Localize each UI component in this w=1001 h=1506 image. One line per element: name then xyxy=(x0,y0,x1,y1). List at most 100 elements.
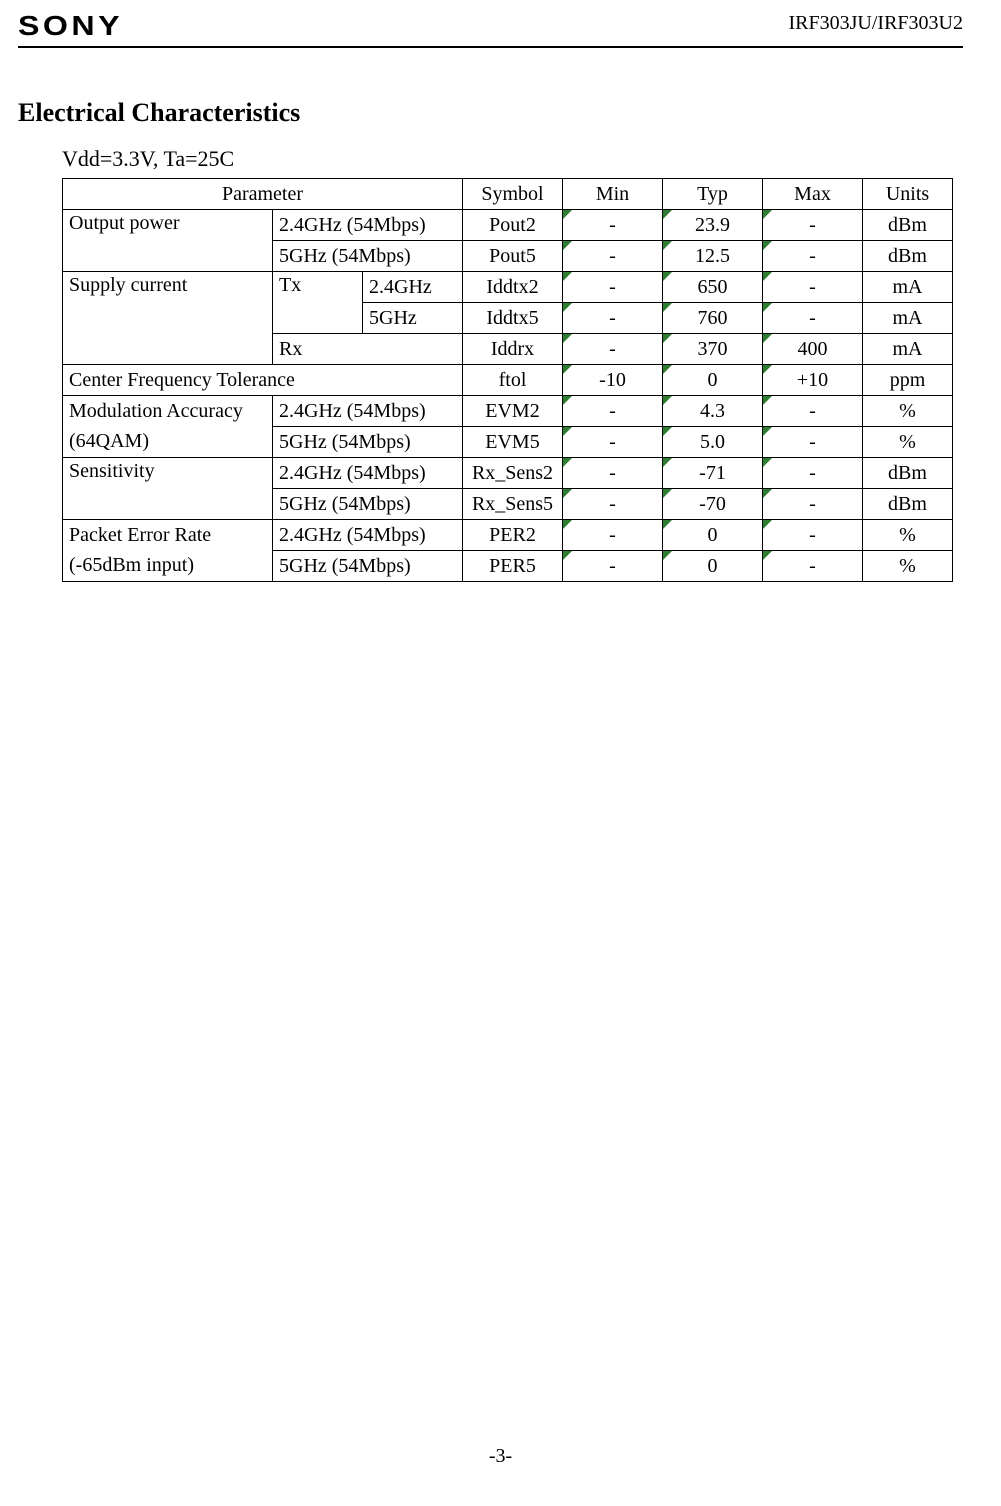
cell-typ: 0 xyxy=(663,520,763,551)
col-max: Max xyxy=(763,179,863,210)
section-title: Electrical Characteristics xyxy=(18,98,963,128)
cell-min: - xyxy=(563,303,663,334)
cell-max: - xyxy=(763,489,863,520)
cell-units: dBm xyxy=(863,489,953,520)
cell-min: - xyxy=(563,427,663,458)
param-mod-acc: Modulation Accuracy xyxy=(63,396,273,427)
cell-typ: 5.0 xyxy=(663,427,763,458)
cell-typ: 0 xyxy=(663,551,763,582)
cell-typ: 23.9 xyxy=(663,210,763,241)
cell-max: - xyxy=(763,210,863,241)
cond-5-54: 5GHz (54Mbps) xyxy=(273,489,463,520)
cell-typ: -70 xyxy=(663,489,763,520)
datasheet-page: SONY IRF303JU/IRF303U2 Electrical Charac… xyxy=(0,0,1001,1506)
col-units: Units xyxy=(863,179,953,210)
table-row: (-65dBm input) 5GHz (54Mbps) PER5 - 0 - … xyxy=(63,551,953,582)
cell-units: dBm xyxy=(863,241,953,272)
subparam-rx: Rx xyxy=(273,334,463,365)
cell-typ: 760 xyxy=(663,303,763,334)
cell-max: - xyxy=(763,241,863,272)
table-row: Modulation Accuracy 2.4GHz (54Mbps) EVM2… xyxy=(63,396,953,427)
param-center-freq-tol: Center Frequency Tolerance xyxy=(63,365,463,396)
cell-max: - xyxy=(763,427,863,458)
cond-5: 5GHz xyxy=(363,303,463,334)
table-row: (64QAM) 5GHz (54Mbps) EVM5 - 5.0 - % xyxy=(63,427,953,458)
cell-max: - xyxy=(763,458,863,489)
cell-min: - xyxy=(563,210,663,241)
cell-min: - xyxy=(563,396,663,427)
cell-max: 400 xyxy=(763,334,863,365)
cond-24-54: 2.4GHz (54Mbps) xyxy=(273,210,463,241)
cell-min: - xyxy=(563,241,663,272)
param-mod-acc-sub: (64QAM) xyxy=(63,427,273,458)
table-row: Packet Error Rate 2.4GHz (54Mbps) PER2 -… xyxy=(63,520,953,551)
param-output-power: Output power xyxy=(63,210,273,272)
table-row: Sensitivity 2.4GHz (54Mbps) Rx_Sens2 - -… xyxy=(63,458,953,489)
cell-units: mA xyxy=(863,334,953,365)
cell-units: mA xyxy=(863,272,953,303)
cell-max: +10 xyxy=(763,365,863,396)
cell-symbol: PER2 xyxy=(463,520,563,551)
cell-symbol: Iddrx xyxy=(463,334,563,365)
cell-min: - xyxy=(563,520,663,551)
part-number: IRF303JU/IRF303U2 xyxy=(789,12,963,35)
cell-typ: 4.3 xyxy=(663,396,763,427)
cell-units: % xyxy=(863,551,953,582)
table-row: Center Frequency Tolerance ftol -10 0 +1… xyxy=(63,365,953,396)
page-number: -3- xyxy=(0,1445,1001,1468)
param-sensitivity: Sensitivity xyxy=(63,458,273,520)
spec-table-wrap: Parameter Symbol Min Typ Max Units Outpu… xyxy=(62,178,963,582)
header-divider xyxy=(18,46,963,48)
brand-logo: SONY xyxy=(18,10,123,42)
cond-24: 2.4GHz xyxy=(363,272,463,303)
cell-max: - xyxy=(763,551,863,582)
cell-symbol: EVM5 xyxy=(463,427,563,458)
cell-symbol: Iddtx5 xyxy=(463,303,563,334)
param-per-sub: (-65dBm input) xyxy=(63,551,273,582)
cell-typ: 650 xyxy=(663,272,763,303)
cell-units: dBm xyxy=(863,458,953,489)
table-row: Output power 2.4GHz (54Mbps) Pout2 - 23.… xyxy=(63,210,953,241)
cell-typ: 0 xyxy=(663,365,763,396)
col-symbol: Symbol xyxy=(463,179,563,210)
cond-24-54: 2.4GHz (54Mbps) xyxy=(273,396,463,427)
page-header: SONY IRF303JU/IRF303U2 xyxy=(18,10,963,46)
test-conditions: Vdd=3.3V, Ta=25C xyxy=(62,146,963,172)
cell-symbol: Iddtx2 xyxy=(463,272,563,303)
col-typ: Typ xyxy=(663,179,763,210)
cell-max: - xyxy=(763,520,863,551)
cell-units: dBm xyxy=(863,210,953,241)
cell-min: -10 xyxy=(563,365,663,396)
cell-units: % xyxy=(863,520,953,551)
cond-5-54: 5GHz (54Mbps) xyxy=(273,551,463,582)
cell-typ: 12.5 xyxy=(663,241,763,272)
cell-typ: -71 xyxy=(663,458,763,489)
cell-max: - xyxy=(763,303,863,334)
cell-symbol: ftol xyxy=(463,365,563,396)
cell-min: - xyxy=(563,334,663,365)
cell-units: % xyxy=(863,396,953,427)
cell-symbol: EVM2 xyxy=(463,396,563,427)
cond-24-54: 2.4GHz (54Mbps) xyxy=(273,520,463,551)
param-per: Packet Error Rate xyxy=(63,520,273,551)
cell-typ: 370 xyxy=(663,334,763,365)
cell-min: - xyxy=(563,551,663,582)
cell-min: - xyxy=(563,458,663,489)
cell-symbol: PER5 xyxy=(463,551,563,582)
cell-max: - xyxy=(763,272,863,303)
table-header-row: Parameter Symbol Min Typ Max Units xyxy=(63,179,953,210)
col-parameter: Parameter xyxy=(63,179,463,210)
cell-min: - xyxy=(563,489,663,520)
cell-max: - xyxy=(763,396,863,427)
cell-min: - xyxy=(563,272,663,303)
cell-symbol: Pout5 xyxy=(463,241,563,272)
cell-units: mA xyxy=(863,303,953,334)
table-row: Supply current Tx 2.4GHz Iddtx2 - 650 - … xyxy=(63,272,953,303)
col-min: Min xyxy=(563,179,663,210)
subparam-tx: Tx xyxy=(273,272,363,334)
cell-units: ppm xyxy=(863,365,953,396)
cell-symbol: Rx_Sens2 xyxy=(463,458,563,489)
spec-table: Parameter Symbol Min Typ Max Units Outpu… xyxy=(62,178,953,582)
cond-24-54: 2.4GHz (54Mbps) xyxy=(273,458,463,489)
param-supply-current: Supply current xyxy=(63,272,273,365)
